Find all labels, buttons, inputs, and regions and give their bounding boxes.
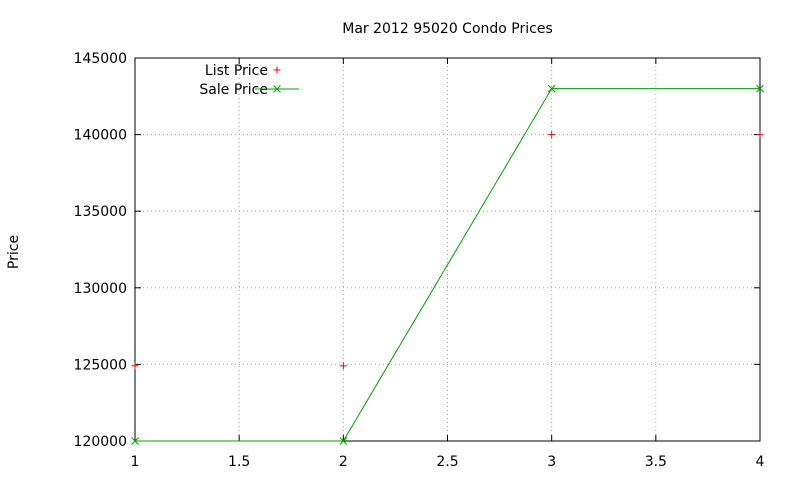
x-tick-label: 1 xyxy=(131,454,140,470)
legend-label: Sale Price xyxy=(199,82,268,98)
series-layer xyxy=(131,84,764,445)
series-line xyxy=(135,88,760,442)
series-sale-price xyxy=(131,84,764,445)
y-tick-label: 135000 xyxy=(74,204,127,220)
y-axis-label: Price xyxy=(6,235,22,269)
y-tick-label: 125000 xyxy=(74,357,127,373)
x-tick-label: 2 xyxy=(339,454,348,470)
chart-title: Mar 2012 95020 Condo Prices xyxy=(342,21,553,37)
x-tick-label: 2.5 xyxy=(436,454,458,470)
y-tick-label: 145000 xyxy=(74,51,127,67)
data-point-cross xyxy=(339,437,348,445)
data-point-cross xyxy=(756,84,764,93)
x-tick-label: 1.5 xyxy=(228,454,250,470)
y-tick-label: 120000 xyxy=(74,434,127,450)
x-tick-label: 3 xyxy=(547,454,556,470)
x-tick-label: 3.5 xyxy=(645,454,667,470)
data-point-cross xyxy=(547,84,556,93)
legend-label: List Price xyxy=(205,63,268,79)
data-point-plus xyxy=(339,362,347,370)
x-tick-label: 4 xyxy=(756,454,765,470)
axis-ticks: 1 1.5 2 2.5 3 3.5 4 120000 125000 130000 135000 140… xyxy=(74,51,765,470)
data-point-cross xyxy=(131,437,139,445)
data-point-plus xyxy=(756,131,764,139)
data-point-plus xyxy=(131,362,139,370)
grid-lines xyxy=(135,58,760,441)
y-tick-label: 140000 xyxy=(74,128,127,144)
legend-marker xyxy=(273,66,281,74)
series-list-price xyxy=(131,131,764,370)
y-tick-label: 130000 xyxy=(74,281,127,297)
legend: List Price Sale Price xyxy=(199,63,299,98)
data-point-plus xyxy=(548,131,556,139)
legend-marker xyxy=(273,85,281,93)
plot-frame xyxy=(134,57,761,442)
